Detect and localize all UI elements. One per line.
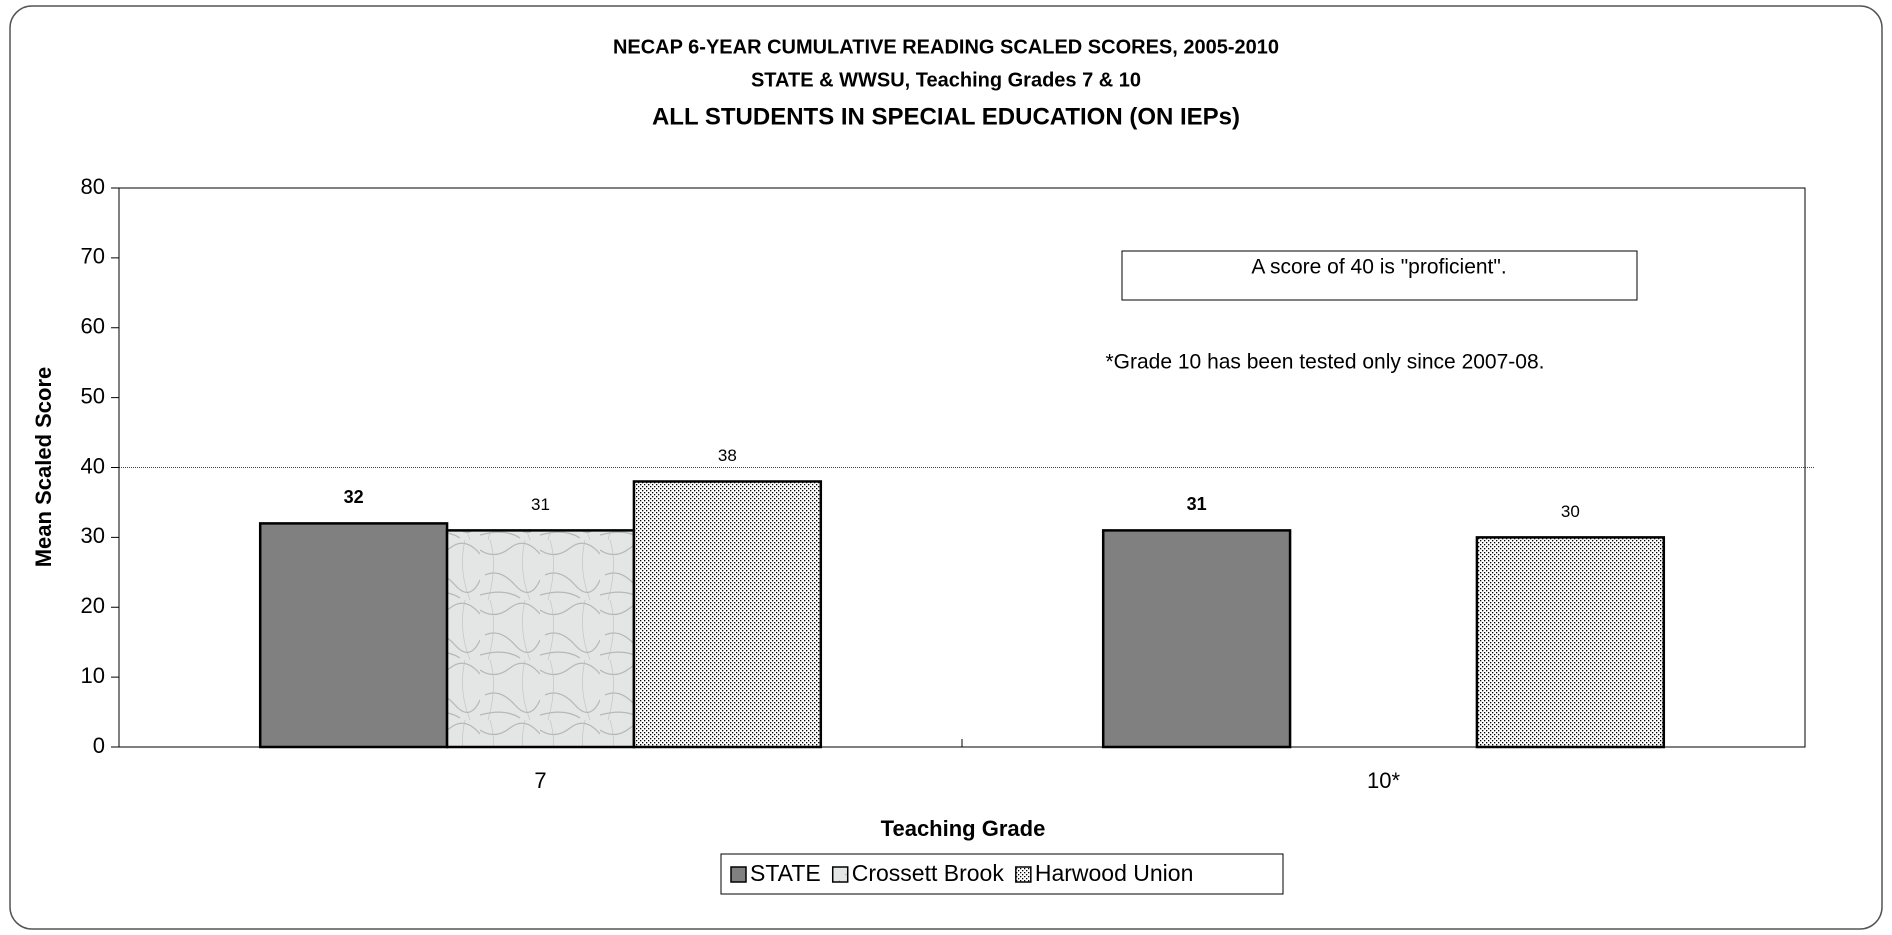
- y-tick-label: 70: [81, 244, 105, 269]
- bar: [1475, 536, 1666, 749]
- y-tick-label: 50: [81, 383, 105, 408]
- value-label: 31: [531, 495, 550, 514]
- value-label: 30: [1561, 502, 1580, 521]
- chart-subtitle: STATE & WWSU, Teaching Grades 7 & 10: [751, 69, 1141, 91]
- y-tick-label: 60: [81, 314, 105, 339]
- bar: [632, 480, 823, 749]
- bar: [258, 522, 449, 749]
- legend-swatch: [1015, 866, 1032, 883]
- value-label: 31: [1187, 494, 1207, 514]
- y-tick-label: 20: [81, 593, 105, 618]
- bar: [445, 529, 636, 749]
- x-tick-label: 7: [534, 768, 546, 793]
- value-label: 32: [344, 487, 364, 507]
- chart-title: NECAP 6-YEAR CUMULATIVE READING SCALED S…: [613, 36, 1279, 58]
- legend-label: STATE: [750, 860, 821, 886]
- legend-swatch: [831, 866, 849, 883]
- bar: [1101, 529, 1292, 749]
- annotation: A score of 40 is "proficient".: [1251, 256, 1506, 279]
- legend-label: Harwood Union: [1035, 860, 1194, 886]
- legend-label: Crossett Brook: [852, 860, 1005, 886]
- y-tick-label: 40: [81, 453, 105, 478]
- legend-swatch: [730, 866, 747, 883]
- y-tick-label: 80: [81, 174, 105, 199]
- y-tick-label: 0: [93, 733, 105, 758]
- value-label: 38: [718, 446, 737, 465]
- legend-box: [720, 853, 1284, 895]
- y-tick-label: 30: [81, 523, 105, 548]
- annotation-box: [1121, 250, 1638, 301]
- x-tick-label: 10*: [1367, 768, 1400, 793]
- y-tick-label: 10: [81, 663, 105, 688]
- y-axis-title: Mean Scaled Score: [31, 367, 56, 568]
- annotation: *Grade 10 has been tested only since 200…: [1106, 351, 1545, 374]
- chart-subtitle: ALL STUDENTS IN SPECIAL EDUCATION (ON IE…: [652, 103, 1240, 130]
- x-axis-title: Teaching Grade: [881, 816, 1046, 841]
